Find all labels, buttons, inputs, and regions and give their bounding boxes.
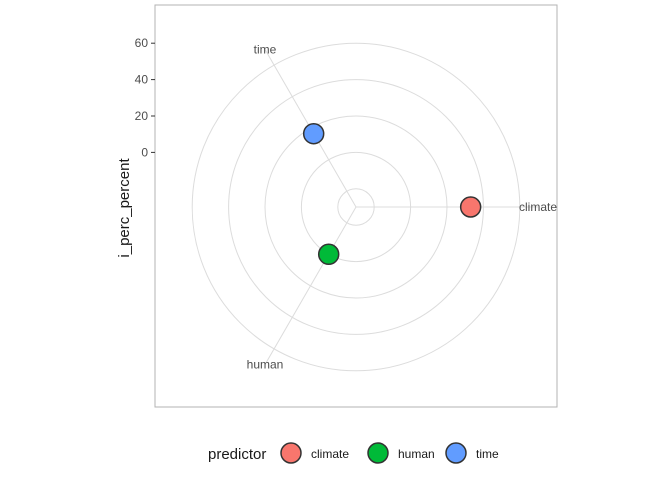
category-label-climate: climate: [519, 200, 557, 214]
legend: predictor climate human time: [208, 442, 499, 464]
panel-border: [154, 4, 558, 408]
point-time: [302, 122, 325, 145]
legend-key-climate: [280, 442, 302, 464]
data-points: [302, 122, 482, 266]
category-labels: climate human time: [247, 42, 558, 371]
y-tick-label: 0: [141, 145, 148, 159]
legend-title: predictor: [208, 446, 266, 463]
legend-label-climate: climate: [311, 447, 349, 461]
point-human: [317, 243, 340, 266]
legend-label-human: human: [398, 447, 435, 461]
legend-label-time: time: [476, 447, 499, 461]
category-label-human: human: [247, 358, 284, 372]
y-axis-ticks: 0 20 40 60: [135, 36, 155, 159]
point-climate: [459, 196, 482, 218]
y-axis-title: i_perc_percent: [116, 158, 133, 258]
y-tick-label: 60: [135, 36, 149, 50]
y-tick-label: 20: [135, 109, 149, 123]
y-tick-label: 40: [135, 73, 149, 87]
category-spokes: [264, 49, 538, 365]
category-label-time: time: [254, 42, 277, 56]
legend-key-time: [445, 442, 467, 464]
legend-key-human: [367, 442, 389, 464]
spoke-human: [264, 206, 357, 365]
